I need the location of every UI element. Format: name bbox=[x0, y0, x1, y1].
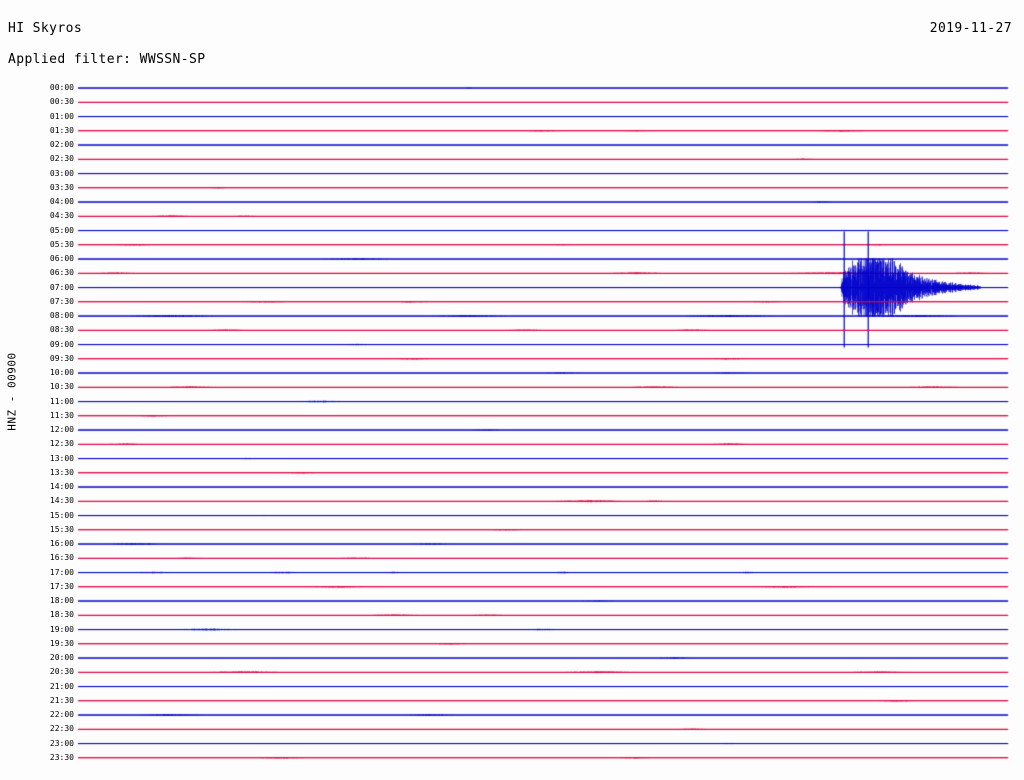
time-axis-label: 14:00 bbox=[49, 482, 74, 491]
time-axis-label: 15:30 bbox=[49, 524, 74, 534]
time-axis-label: 09:00 bbox=[49, 339, 74, 349]
time-axis-label: 14:30 bbox=[49, 496, 74, 506]
time-axis-label: 20:30 bbox=[49, 667, 74, 677]
time-axis-label: 11:30 bbox=[49, 410, 74, 420]
time-axis-label: 19:00 bbox=[49, 624, 74, 634]
time-axis-label: 09:30 bbox=[49, 353, 74, 363]
time-axis-label: 18:30 bbox=[49, 610, 74, 620]
time-axis-label: 10:00 bbox=[49, 368, 74, 377]
time-axis-label: 06:30 bbox=[49, 268, 74, 278]
time-axis-label: 12:30 bbox=[49, 439, 74, 449]
time-axis-label: 06:00 bbox=[49, 254, 74, 263]
time-axis-label: 03:00 bbox=[49, 168, 74, 178]
time-axis-label: 13:30 bbox=[49, 467, 74, 477]
time-axis-label: 05:00 bbox=[49, 225, 74, 235]
time-axis-label: 07:30 bbox=[49, 296, 74, 306]
time-axis-label: 04:30 bbox=[49, 211, 74, 221]
time-axis-label: 23:00 bbox=[49, 738, 74, 748]
time-axis-label: 10:30 bbox=[49, 382, 74, 392]
time-axis-label: 07:00 bbox=[49, 282, 74, 292]
time-axis-label: 22:00 bbox=[49, 710, 74, 719]
y-axis-title: HNZ - 00900 bbox=[5, 352, 19, 431]
time-axis-label: 13:00 bbox=[49, 453, 74, 463]
date-label: 2019-11-27 bbox=[929, 21, 1012, 36]
time-axis-label: 08:00 bbox=[49, 311, 74, 320]
time-axis-label: 16:30 bbox=[49, 553, 74, 563]
time-axis-label: 00:00 bbox=[49, 83, 74, 92]
time-axis-label: 00:30 bbox=[49, 97, 74, 107]
time-axis-label: 12:00 bbox=[49, 425, 74, 434]
time-axis-label: 17:30 bbox=[49, 581, 74, 591]
time-axis-label: 20:00 bbox=[49, 653, 74, 662]
time-axis-label: 11:00 bbox=[49, 396, 74, 406]
time-axis-label: 21:30 bbox=[49, 695, 74, 705]
time-axis-labels: 00:00 00:30 01:00 01:30 02:00 02:30 03:00 03:30… bbox=[0, 0, 74, 780]
time-axis-label: 01:30 bbox=[49, 125, 74, 135]
time-axis-label: 15:00 bbox=[49, 510, 74, 520]
time-axis-label: 02:00 bbox=[49, 140, 74, 149]
applied-filter-label: Applied filter: WWSSN-SP bbox=[8, 52, 206, 67]
time-axis-label: 23:30 bbox=[49, 752, 74, 762]
time-axis-label: 21:00 bbox=[49, 681, 74, 691]
time-axis-label: 04:00 bbox=[49, 197, 74, 206]
time-axis-label: 08:30 bbox=[49, 325, 74, 335]
time-axis-label: 22:30 bbox=[49, 724, 74, 734]
page-title: HI Skyros bbox=[8, 21, 83, 36]
time-axis-label: 05:30 bbox=[49, 239, 74, 249]
time-axis-label: 02:30 bbox=[49, 154, 74, 164]
time-axis-label: 19:30 bbox=[49, 638, 74, 648]
time-axis-label: 17:00 bbox=[49, 567, 74, 577]
time-axis-label: 03:30 bbox=[49, 182, 74, 192]
time-axis-label: 01:00 bbox=[49, 111, 74, 121]
time-axis-label: 18:00 bbox=[49, 596, 74, 605]
time-axis-label: 16:00 bbox=[49, 539, 74, 548]
